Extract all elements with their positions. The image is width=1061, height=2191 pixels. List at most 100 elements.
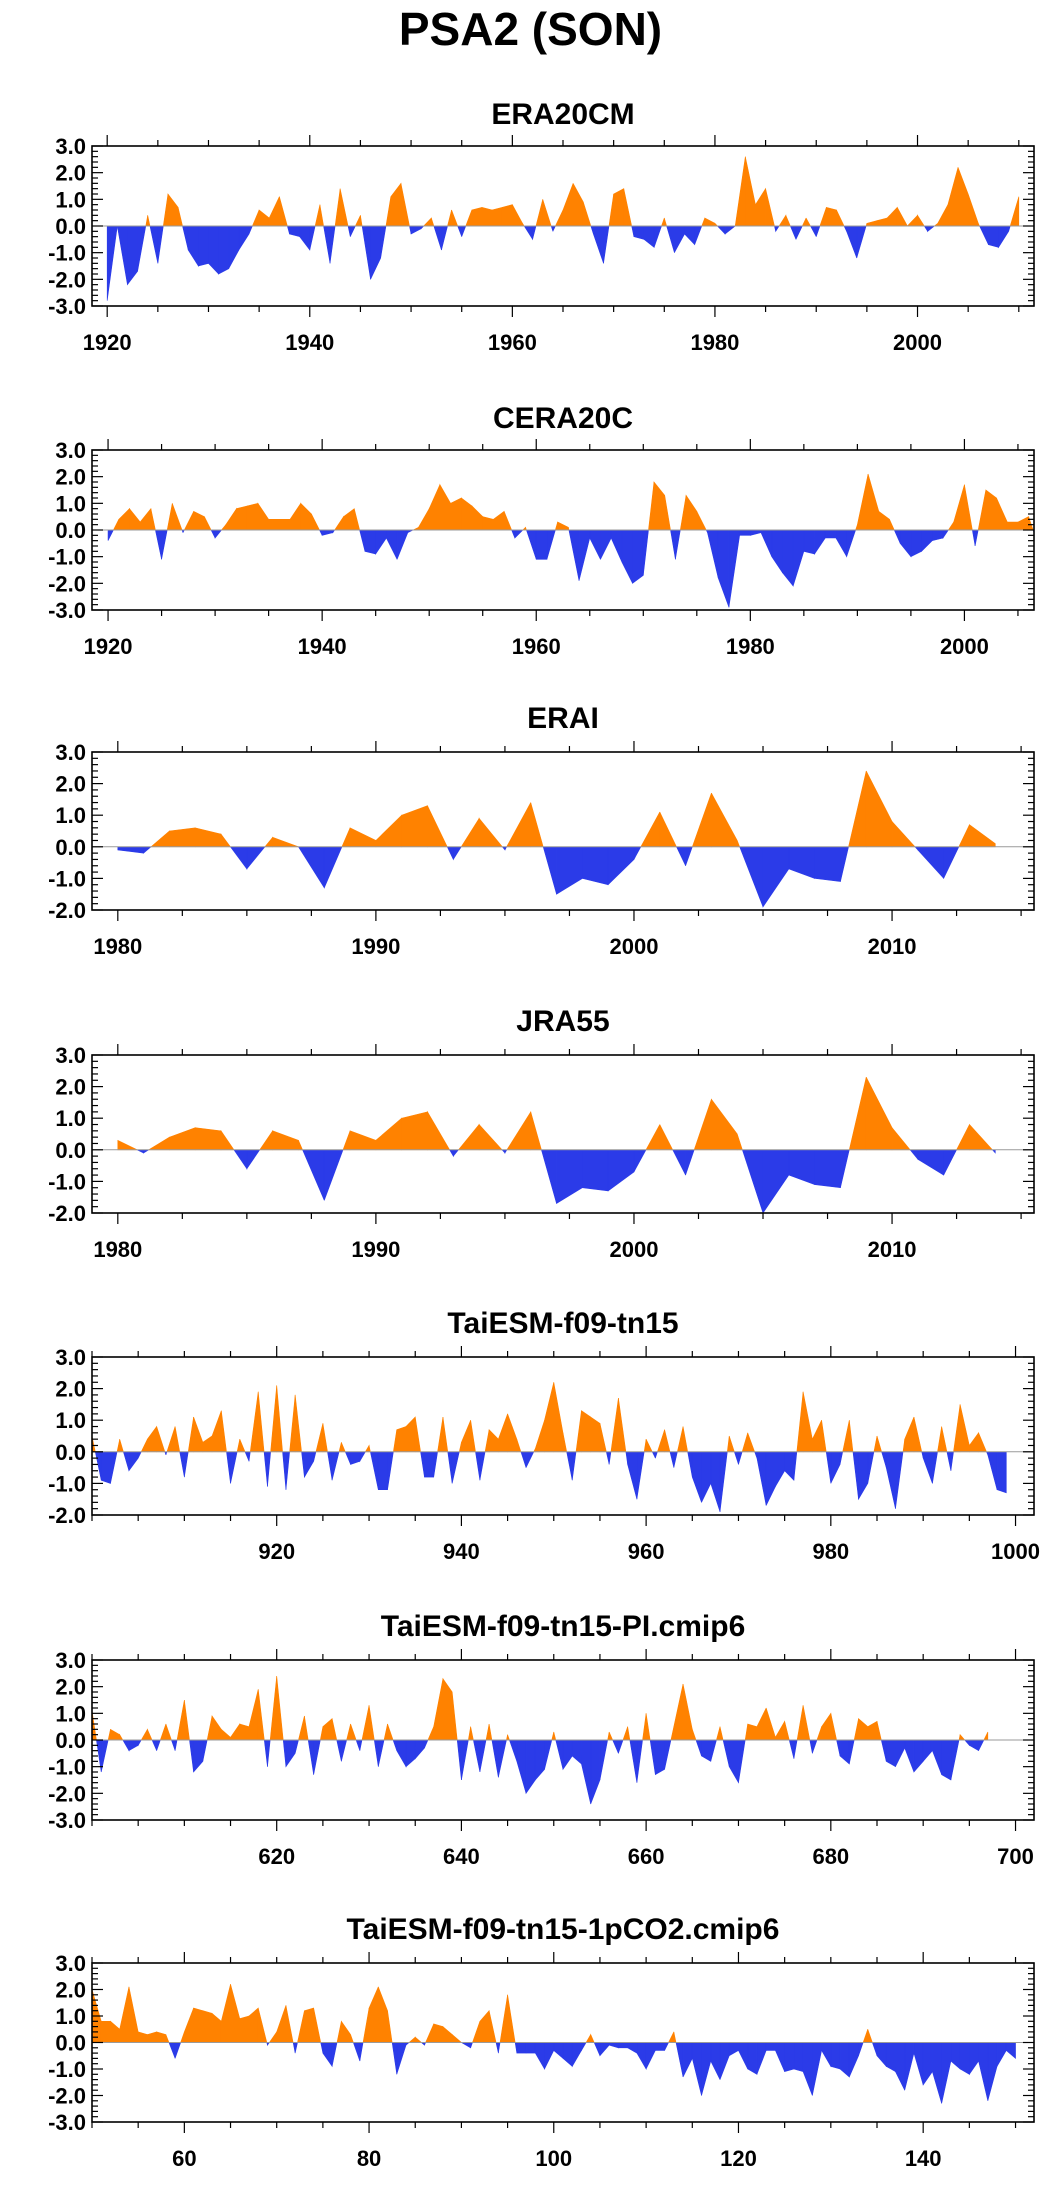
positive-segment: [535, 199, 544, 227]
negative-segment: [299, 225, 311, 251]
positive-segment: [622, 1726, 628, 1741]
negative-segment: [950, 1451, 954, 1471]
positive-segment: [802, 1391, 813, 1453]
negative-segment: [238, 225, 250, 252]
positive-segment: [470, 1726, 474, 1741]
negative-segment: [895, 1451, 904, 1509]
positive-segment: [747, 1432, 756, 1453]
negative-segment: [747, 2042, 758, 2075]
positive-segment: [812, 1420, 822, 1453]
negative-segment: [825, 1451, 832, 1484]
positive-segment: [656, 1429, 665, 1453]
positive-segment: [433, 1678, 444, 1741]
positive-segment: [627, 1726, 631, 1741]
negative-segment: [230, 1451, 238, 1484]
positive-segment: [193, 510, 205, 531]
negative-segment: [137, 1451, 142, 1459]
positive-segment: [405, 1416, 416, 1453]
positive-segment: [331, 1718, 338, 1741]
plot-frame: [91, 1054, 1035, 1214]
negative-segment: [321, 529, 334, 536]
negative-segment: [996, 2042, 1007, 2068]
negative-segment: [571, 1739, 582, 1765]
negative-segment: [110, 1451, 118, 1484]
x-tick-label: 2000: [609, 1237, 658, 1262]
panel-4: JRA55 -2.0 -1.0 0.0 1.0 2.0 3.0 1980 1990 2000 201…: [48, 1005, 1035, 1262]
positive-segment: [953, 1404, 961, 1453]
positive-segment: [685, 494, 698, 531]
positive-segment: [150, 830, 170, 848]
negative-segment: [336, 1739, 342, 1762]
negative-segment: [788, 1149, 815, 1185]
positive-segment: [691, 792, 712, 848]
negative-segment: [107, 529, 114, 541]
negative-segment: [289, 225, 300, 238]
negative-segment: [885, 1451, 896, 1509]
negative-segment: [128, 1739, 139, 1752]
positive-segment: [257, 502, 269, 531]
negative-segment: [593, 2042, 601, 2056]
positive-segment: [268, 519, 280, 531]
negative-segment: [971, 529, 976, 547]
negative-segment: [840, 846, 849, 882]
positive-segment: [696, 511, 707, 531]
negative-segment: [685, 1149, 695, 1176]
positive-segment: [279, 519, 291, 531]
negative-segment: [932, 2042, 942, 2104]
positive-segment: [623, 188, 633, 227]
negative-segment: [608, 2042, 619, 2049]
negative-segment: [927, 225, 936, 232]
x-tick-label: 1980: [726, 634, 775, 659]
positive-segment: [585, 2033, 592, 2043]
positive-segment: [334, 188, 341, 227]
positive-segment: [451, 209, 459, 227]
positive-segment: [693, 1099, 712, 1151]
positive-segment: [582, 201, 592, 227]
positive-segment: [248, 1689, 259, 1741]
negative-segment: [603, 225, 610, 264]
positive-segment: [180, 2031, 185, 2043]
positive-segment: [668, 2031, 675, 2043]
positive-segment: [506, 802, 532, 848]
negative-segment: [556, 846, 583, 895]
series-area: [106, 156, 1020, 301]
negative-segment: [775, 225, 780, 233]
positive-segment: [645, 1713, 651, 1741]
negative-segment: [795, 225, 803, 240]
positive-segment: [747, 1723, 758, 1741]
negative-segment: [309, 225, 316, 251]
negative-segment: [447, 1451, 453, 1484]
negative-segment: [738, 1739, 746, 1783]
positive-segment: [375, 1117, 402, 1151]
negative-segment: [387, 1451, 394, 1490]
negative-segment: [161, 529, 168, 560]
positive-segment: [276, 1675, 284, 1741]
negative-segment: [511, 529, 516, 539]
negative-segment: [546, 529, 556, 560]
negative-segment: [562, 1739, 573, 1771]
negative-segment: [453, 846, 462, 861]
positive-segment: [304, 2007, 314, 2043]
positive-segment: [204, 516, 212, 531]
positive-segment: [206, 1715, 213, 1741]
negative-segment: [687, 1451, 693, 1478]
negative-segment: [514, 529, 524, 539]
negative-segment: [122, 1451, 130, 1471]
x-tick-label: 980: [812, 1539, 849, 1564]
y-tick-label: -1.0: [48, 1169, 86, 1194]
negative-segment: [784, 1451, 795, 1481]
negative-segment: [724, 225, 737, 235]
positive-segment: [272, 1130, 299, 1151]
positive-segment: [116, 1439, 121, 1453]
negative-segment: [814, 529, 826, 555]
positive-segment: [165, 2034, 170, 2043]
negative-segment: [846, 225, 858, 259]
negative-segment: [655, 1739, 665, 1776]
positive-segment: [294, 1394, 302, 1453]
negative-segment: [885, 2042, 896, 2073]
positive-segment: [390, 182, 402, 227]
figure-title: PSA2 (SON): [398, 3, 663, 55]
positive-segment: [493, 510, 505, 531]
negative-segment: [193, 1739, 204, 1773]
negative-segment: [472, 1739, 481, 1773]
